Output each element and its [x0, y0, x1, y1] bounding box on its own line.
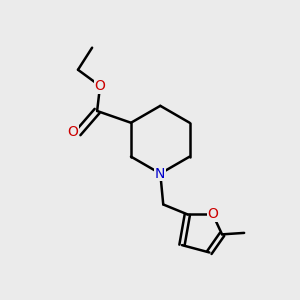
Text: O: O — [67, 125, 78, 140]
Text: O: O — [94, 79, 106, 93]
Text: N: N — [155, 167, 166, 181]
Text: O: O — [207, 207, 218, 221]
